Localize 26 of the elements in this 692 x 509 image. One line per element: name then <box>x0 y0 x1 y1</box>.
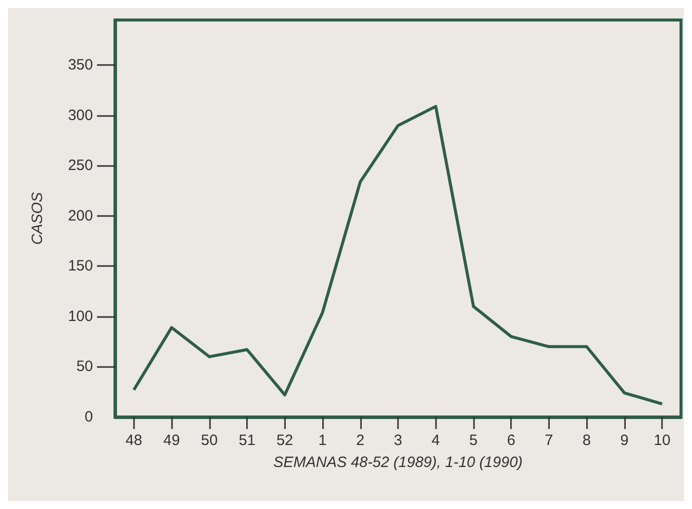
x-tick-label: 8 <box>582 432 591 449</box>
y-axis-title: CASOS <box>29 192 46 245</box>
x-tick-label: 1 <box>318 432 327 449</box>
x-tick-label: 50 <box>200 432 218 449</box>
x-tick-label: 3 <box>394 432 402 449</box>
y-tick-label: 100 <box>68 308 93 325</box>
x-tick-label: 4 <box>432 432 440 449</box>
y-tick-label: 250 <box>68 157 93 174</box>
y-tick-label: 200 <box>68 207 93 224</box>
x-tick-label: 5 <box>469 432 478 449</box>
x-tick-label: 51 <box>238 432 256 449</box>
y-tick-label: 150 <box>68 258 93 275</box>
x-tick-label: 7 <box>544 432 554 449</box>
x-tick-label: 48 <box>126 432 142 449</box>
x-axis-title: SEMANAS 48-52 (1989), 1-10 (1990) <box>273 454 523 471</box>
x-tick-label: 2 <box>356 432 364 449</box>
x-tick-label: 10 <box>654 432 670 449</box>
x-tick-label: 49 <box>163 432 180 449</box>
y-tick-label: 350 <box>68 56 93 74</box>
x-tick-label: 52 <box>276 432 294 449</box>
line-series <box>132 104 664 406</box>
y-tick-label: 300 <box>68 106 93 124</box>
x-tick-label: 9 <box>620 432 629 449</box>
y-tick-label: 0 <box>84 408 93 426</box>
y-tick-label: 50 <box>76 358 93 376</box>
x-tick-label: 6 <box>507 432 516 449</box>
